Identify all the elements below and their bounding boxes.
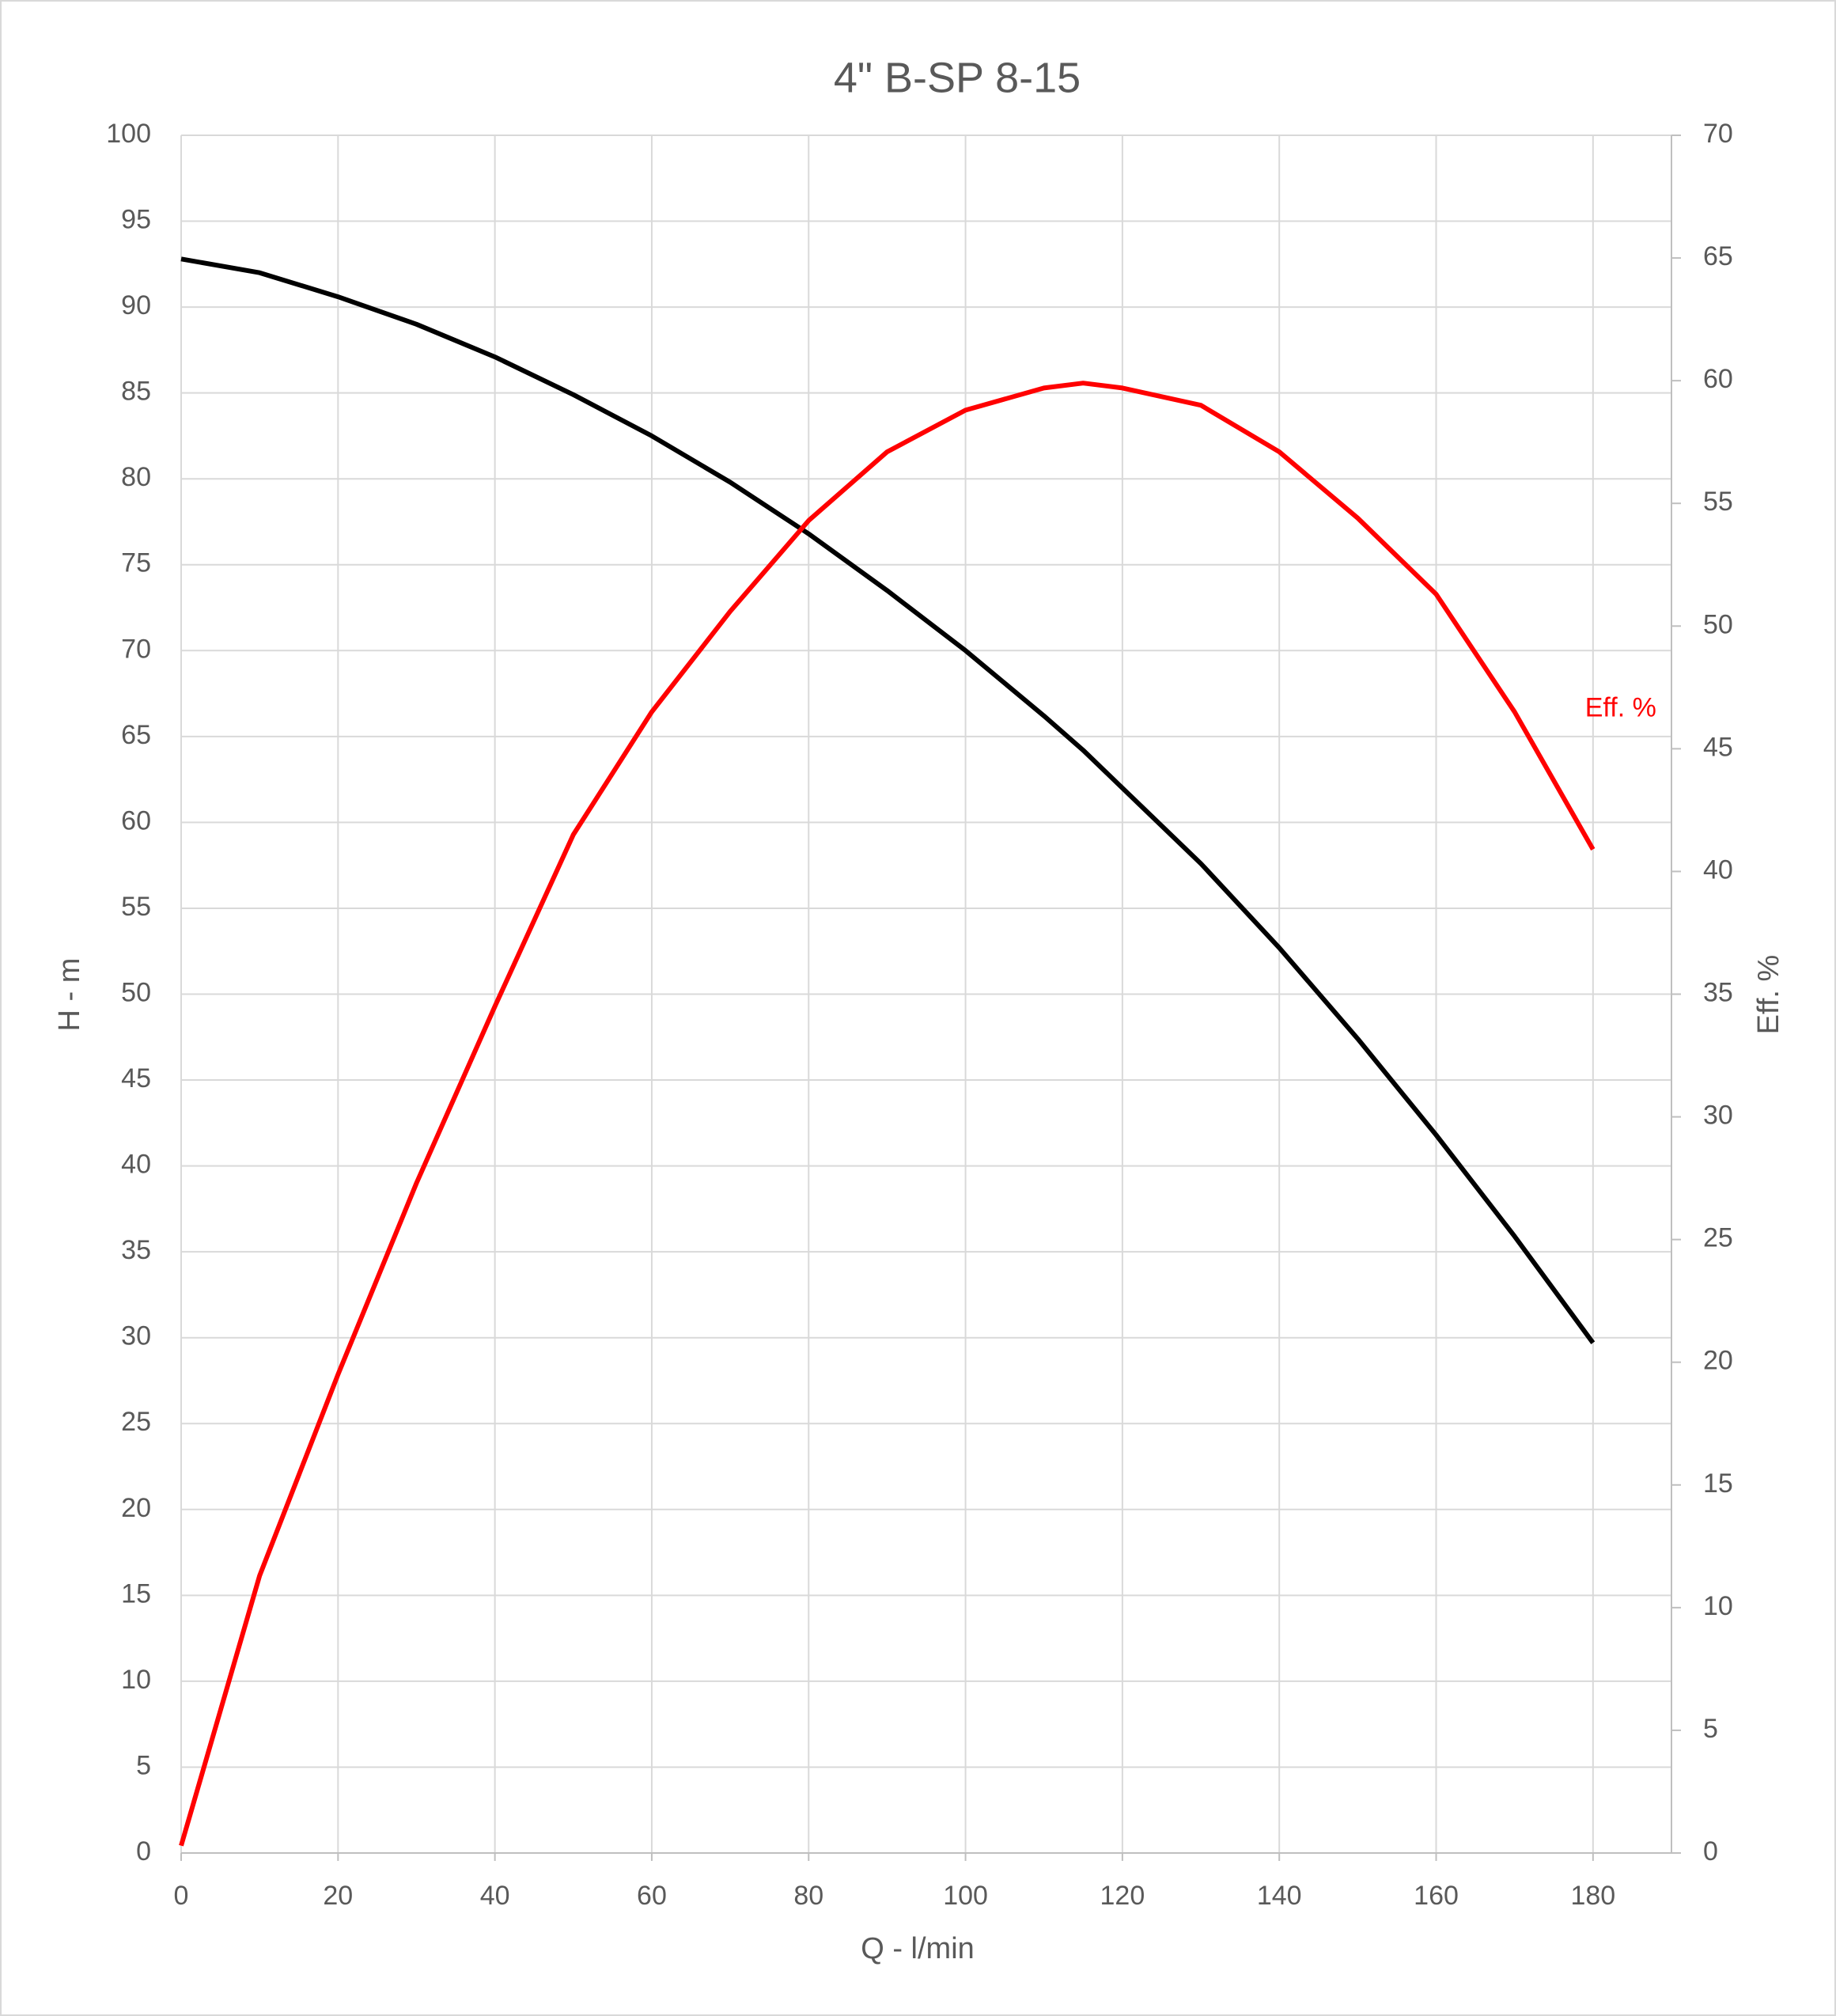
y-tick-label: 30 bbox=[121, 1321, 151, 1351]
y2-tick-label: 10 bbox=[1703, 1591, 1733, 1621]
y-tick-label: 60 bbox=[121, 805, 151, 836]
y2-axis-label: Eff. % bbox=[1752, 955, 1785, 1035]
y-tick-label: 20 bbox=[121, 1493, 151, 1523]
y-tick-label: 50 bbox=[121, 977, 151, 1007]
y-tick-label: 40 bbox=[121, 1150, 151, 1180]
y2-tick-label: 65 bbox=[1703, 241, 1733, 271]
annotation: Eff. % bbox=[1585, 692, 1656, 722]
y-tick-label: 15 bbox=[121, 1578, 151, 1609]
y-axis-label: H - m bbox=[53, 958, 86, 1032]
y2-tick-label: 5 bbox=[1703, 1714, 1718, 1744]
x-tick-label: 120 bbox=[1100, 1881, 1145, 1911]
y-tick-label: 10 bbox=[121, 1665, 151, 1695]
x-tick-label: 100 bbox=[943, 1881, 988, 1911]
x-tick-label: 0 bbox=[174, 1881, 189, 1911]
data-line bbox=[179, 381, 1596, 1847]
y-tick-label: 100 bbox=[106, 119, 151, 149]
y-tick-label: 95 bbox=[121, 205, 151, 235]
data-line bbox=[180, 256, 1596, 1344]
y-tick-label: 80 bbox=[121, 462, 151, 492]
x-tick-label: 80 bbox=[793, 1881, 823, 1911]
x-tick-label: 40 bbox=[480, 1881, 510, 1911]
y-tick-label: 25 bbox=[121, 1407, 151, 1437]
y2-tick-label: 40 bbox=[1703, 855, 1733, 885]
y-tick-label: 35 bbox=[121, 1235, 151, 1265]
y-tick-label: 5 bbox=[136, 1750, 151, 1780]
y-tick-label: 45 bbox=[121, 1063, 151, 1093]
x-tick-label: 20 bbox=[323, 1881, 353, 1911]
y-tick-label: 55 bbox=[121, 892, 151, 922]
y-tick-label: 70 bbox=[121, 634, 151, 664]
y2-tick-label: 0 bbox=[1703, 1836, 1718, 1866]
x-tick-label: 60 bbox=[637, 1881, 667, 1911]
x-axis-label: Q - l/min bbox=[861, 1932, 975, 1965]
y2-tick-label: 35 bbox=[1703, 977, 1733, 1007]
x-tick-label: 160 bbox=[1414, 1881, 1459, 1911]
y2-tick-label: 45 bbox=[1703, 732, 1733, 762]
x-tick-label: 140 bbox=[1257, 1881, 1302, 1911]
y-tick-label: 0 bbox=[136, 1836, 151, 1866]
y2-tick-label: 70 bbox=[1703, 119, 1733, 149]
y2-tick-label: 55 bbox=[1703, 487, 1733, 517]
y2-tick-label: 15 bbox=[1703, 1468, 1733, 1499]
y-tick-label: 90 bbox=[121, 290, 151, 320]
y-tick-label: 75 bbox=[121, 548, 151, 578]
y2-tick-label: 50 bbox=[1703, 609, 1733, 639]
y2-tick-label: 30 bbox=[1703, 1101, 1733, 1131]
x-tick-label: 180 bbox=[1570, 1881, 1615, 1911]
y-tick-label: 65 bbox=[121, 720, 151, 750]
y-tick-label: 85 bbox=[121, 377, 151, 407]
y2-tick-label: 25 bbox=[1703, 1223, 1733, 1253]
chart-title: 4" B-SP 8-15 bbox=[834, 54, 1081, 101]
y2-tick-label: 60 bbox=[1703, 364, 1733, 394]
y2-tick-label: 20 bbox=[1703, 1346, 1733, 1376]
